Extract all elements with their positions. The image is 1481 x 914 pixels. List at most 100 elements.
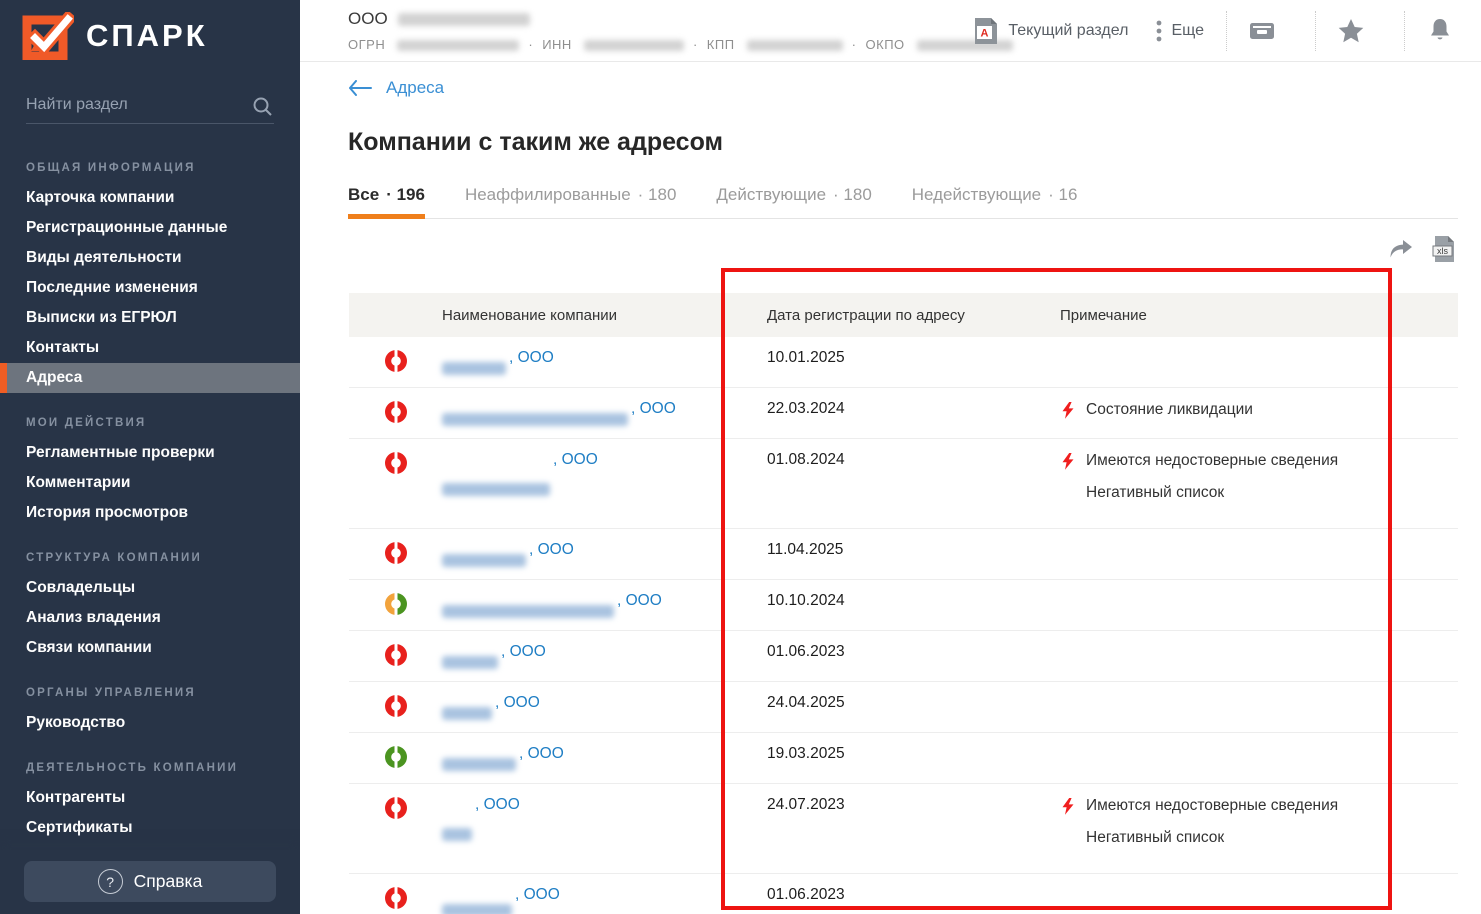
sidebar-section-title: СТРУКТУРА КОМПАНИИ (26, 552, 202, 564)
sidebar-item-routine-checks[interactable]: Регламентные проверки (26, 444, 215, 461)
blurred-company-name (442, 553, 526, 567)
risk-indicator-icon (384, 452, 407, 474)
registry-label: КПП (706, 37, 735, 52)
company-link[interactable]: , ООО (501, 643, 546, 660)
tab-count: · 196 (386, 185, 425, 204)
note-text: Состояние ликвидации (1086, 401, 1253, 418)
bell-icon (1431, 19, 1449, 40)
registration-date: 19.03.2025 (767, 745, 845, 762)
sidebar-item-company-card[interactable]: Карточка компании (26, 189, 175, 206)
sidebar-item-management[interactable]: Руководство (26, 714, 126, 731)
share-button[interactable] (1388, 237, 1414, 261)
note-line: Негативный список (1060, 483, 1458, 503)
sidebar-item-company-links[interactable]: Связи компании (26, 639, 152, 656)
archive-button[interactable] (1231, 10, 1293, 52)
table-body: , ООО 10.01.2025 , ООО 22.03.2024 Состоя… (349, 337, 1458, 914)
sidebar-item-egrul-extracts[interactable]: Выписки из ЕГРЮЛ (26, 309, 177, 326)
registration-date: 11.04.2025 (767, 541, 844, 558)
tab-недействующие[interactable]: Недействующие · 16 (912, 185, 1078, 218)
table-header-row: Наименование компании Дата регистрации п… (349, 293, 1458, 337)
table-row: , ООО 01.06.2023 (349, 631, 1458, 682)
sidebar-item-co-owners[interactable]: Совладельцы (26, 579, 136, 596)
dot-separator: · (692, 37, 698, 52)
company-org-form: ООО (348, 9, 388, 28)
blurred-company-name (442, 655, 498, 669)
tab-label: Недействующие (911, 185, 1042, 204)
tab-все[interactable]: Все · 196 (348, 185, 425, 219)
registry-label: ОГРН (348, 37, 386, 52)
back-arrow-icon (349, 80, 372, 96)
company-link[interactable]: , ООО (515, 886, 560, 903)
notifications-button[interactable] (1409, 10, 1471, 52)
note-text: Негативный список (1086, 829, 1225, 846)
spark-logo[interactable]: СПАРК (0, 0, 300, 60)
blurred-company-name (442, 828, 472, 841)
question-icon: ? (97, 869, 123, 894)
current-section-pdf-button[interactable]: A Текущий раздел (973, 17, 1128, 45)
blurred-registry-value (916, 40, 1013, 52)
export-xls-button[interactable]: xls (1432, 235, 1457, 263)
risk-indicator-icon (384, 695, 407, 717)
column-company-name: Наименование компании (442, 306, 618, 324)
sidebar-item-certificates[interactable]: Сертификаты (26, 819, 133, 836)
tab-действующие[interactable]: Действующие · 180 (716, 185, 871, 218)
registration-date: 10.10.2024 (767, 592, 845, 609)
table-row: , ООО 01.06.2023 (349, 874, 1458, 914)
company-link[interactable]: , ООО (509, 349, 554, 366)
company-link[interactable]: , ООО (519, 745, 564, 762)
tab-label: Действующие (716, 185, 827, 204)
help-button[interactable]: ? Справка (24, 861, 276, 902)
registration-date: 24.07.2023 (767, 796, 845, 813)
note-line: Состояние ликвидации (1060, 400, 1458, 420)
sidebar-section: ДЕЯТЕЛЬНОСТЬ КОМПАНИИ Контрагенты Сертиф… (0, 738, 300, 843)
note-text: Имеются недостоверные сведения (1086, 797, 1339, 814)
sidebar-item-view-history[interactable]: История просмотров (26, 504, 189, 521)
breadcrumb-label: Адреса (386, 78, 445, 97)
star-icon (1338, 19, 1364, 43)
tab-неаффилированные[interactable]: Неаффилированные · 180 (465, 185, 676, 218)
sidebar-item-recent-changes[interactable]: Последние изменения (26, 279, 198, 296)
company-link[interactable]: , ООО (553, 451, 598, 468)
risk-indicator-icon (384, 644, 407, 666)
table-row: , ООО 10.10.2024 (349, 580, 1458, 631)
main-content: Адреса Компании с таким же адресом Все ·… (300, 62, 1481, 914)
note-cell: Имеются недостоверные сведения Негативны… (1060, 796, 1458, 873)
sidebar-item-activities[interactable]: Виды деятельности (26, 249, 182, 266)
company-link[interactable]: , ООО (475, 796, 520, 813)
company-link[interactable]: , ООО (631, 400, 676, 417)
table-row: , ООО 22.03.2024 Состояние ликвидации (349, 388, 1458, 439)
dot-separator: · (851, 37, 857, 52)
registry-pair: ОКПО (866, 37, 1013, 52)
note-line: Негативный список (1060, 828, 1458, 848)
sidebar-section: ОРГАНЫ УПРАВЛЕНИЯ Руководство (0, 663, 300, 738)
sidebar-item-registration-data[interactable]: Регистрационные данные (26, 219, 228, 236)
company-link[interactable]: , ООО (529, 541, 574, 558)
sidebar-section: МОИ ДЕЙСТВИЯ Регламентные проверки Комме… (0, 393, 300, 528)
column-note: Примечание (1060, 306, 1147, 324)
risk-indicator-icon (384, 401, 407, 423)
tab-count: · 16 (1048, 185, 1078, 204)
blurred-company-name (442, 483, 550, 496)
company-link[interactable]: , ООО (617, 592, 662, 609)
search-input[interactable] (26, 96, 256, 114)
risk-indicator-icon (384, 593, 407, 615)
sidebar-item-comments[interactable]: Комментарии (26, 474, 131, 491)
registration-date: 01.08.2024 (767, 451, 845, 468)
dot-separator: · (528, 37, 534, 52)
company-link[interactable]: , ООО (495, 694, 540, 711)
more-button[interactable]: Еще (1156, 19, 1204, 43)
sidebar-item-counterparties[interactable]: Контрагенты (26, 789, 126, 806)
blurred-company-name (442, 361, 506, 375)
top-bar: ООО ОГРН · ИНН · КПП · ОКПО A Текущий ра… (300, 0, 1481, 62)
sidebar-nav: ОБЩАЯ ИНФОРМАЦИЯ Карточка компании Регис… (0, 138, 300, 843)
breadcrumb-addresses[interactable]: Адреса (348, 78, 444, 98)
warning-lightning-icon (1060, 400, 1076, 419)
note-cell (1060, 349, 1458, 387)
favorites-button[interactable] (1320, 10, 1382, 52)
table-row: , ООО 01.08.2024 Имеются недостоверные с… (349, 439, 1458, 529)
sidebar-item-ownership-analysis[interactable]: Анализ владения (26, 609, 161, 626)
divider (1404, 11, 1405, 51)
sidebar-item-addresses[interactable]: Адреса (0, 363, 300, 393)
sidebar-item-contacts[interactable]: Контакты (26, 339, 100, 356)
